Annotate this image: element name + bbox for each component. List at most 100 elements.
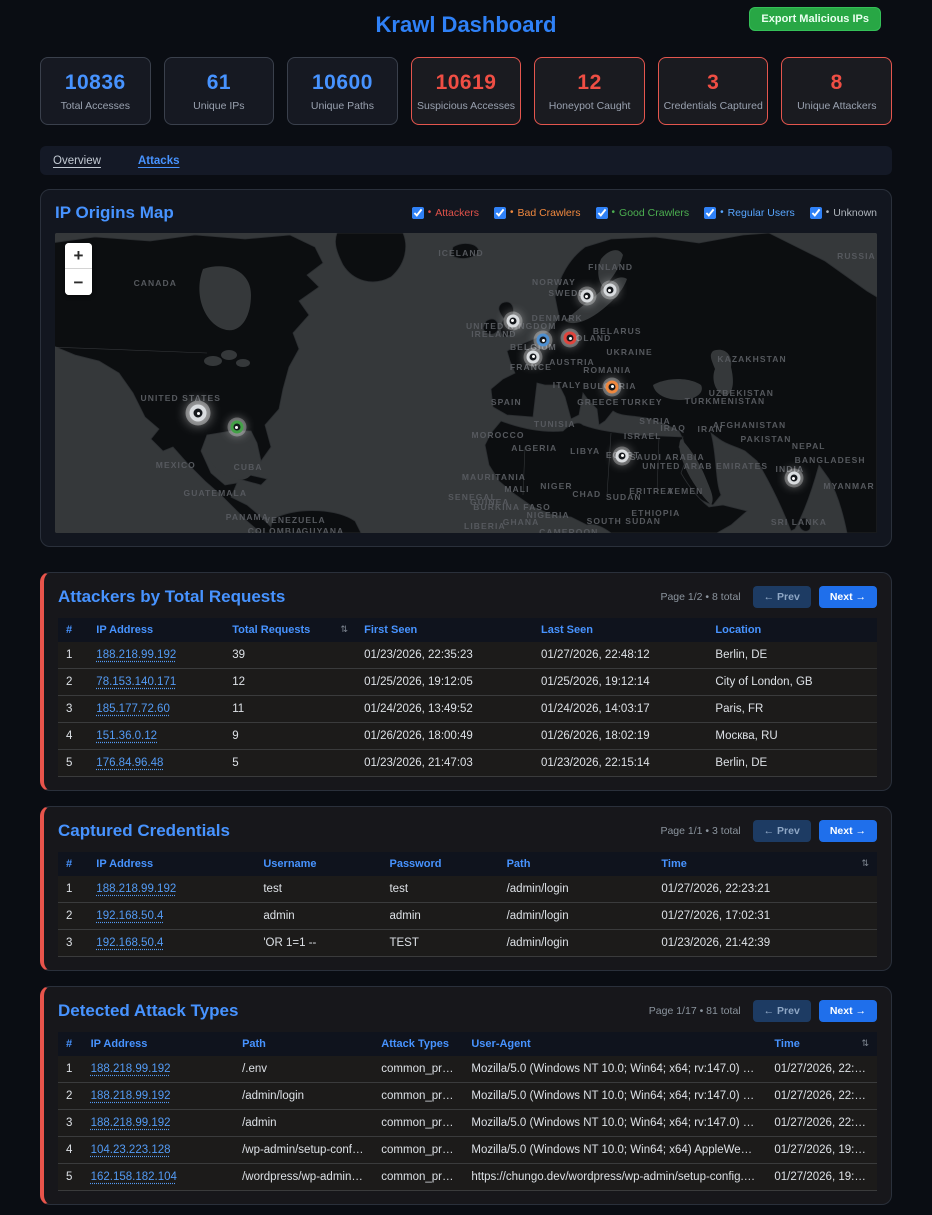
detected-attack-types-panel: Detected Attack Types Page 1/17 • 81 tot… — [40, 986, 892, 1205]
cell-: 5 — [58, 1163, 83, 1191]
cell-location: Berlin, DE — [707, 749, 877, 777]
map-marker-unknown[interactable] — [603, 283, 617, 297]
ip-link[interactable]: 185.177.72.60 — [96, 703, 170, 715]
ip-link[interactable]: 162.158.182.104 — [90, 1171, 177, 1183]
column-header-first-seen[interactable]: First Seen — [356, 618, 533, 642]
prev-page-button[interactable]: ← Prev — [752, 820, 811, 842]
cell-first-seen: 01/25/2026, 19:12:05 — [356, 668, 533, 696]
ip-link[interactable]: 176.84.96.48 — [96, 757, 164, 769]
map-title: IP Origins Map — [55, 203, 174, 222]
cell-location: Berlin, DE — [707, 642, 877, 669]
map-marker-unknown[interactable] — [189, 404, 207, 422]
legend-item-attackers[interactable]: • Attackers — [411, 207, 479, 219]
tab-attacks[interactable]: Attacks — [137, 154, 180, 167]
column-header-total-requests[interactable]: Total Requests ⇅ — [224, 618, 357, 642]
cell-: 2 — [58, 668, 89, 696]
cell-time: 01/27/2026, 22:23:21 — [766, 1082, 877, 1110]
attack-types-table: # IP Address Path Attack Types User-Agent Tim… — [58, 1032, 877, 1191]
legend-item-regular-users[interactable]: • Regular Users — [704, 207, 795, 219]
map-marker-bad-crawler[interactable] — [605, 380, 619, 394]
map-marker-unknown[interactable] — [580, 289, 594, 303]
cell-path: /admin/login — [498, 902, 654, 930]
map-marker-unknown[interactable] — [787, 471, 801, 485]
prev-page-button[interactable]: ← Prev — [752, 1000, 811, 1022]
column-header-[interactable]: # — [58, 852, 89, 876]
stat-value: 10619 — [435, 70, 497, 94]
cell-total-requests: 39 — [224, 642, 357, 669]
legend-checkbox-bad-crawlers[interactable] — [493, 207, 506, 219]
column-header-user-agent[interactable]: User-Agent — [463, 1032, 767, 1056]
map-marker-unknown[interactable] — [506, 314, 520, 328]
stat-label: Unique Paths — [310, 99, 374, 112]
column-header-username[interactable]: Username — [255, 852, 382, 876]
export-malicious-ips-button[interactable]: Export Malicious IPs — [749, 7, 881, 31]
ip-link[interactable]: 188.218.99.192 — [96, 649, 177, 661]
cell-user-agent: Mozilla/5.0 (Windows NT 10.0; Win64; x64… — [463, 1136, 767, 1164]
cell-first-seen: 01/26/2026, 18:00:49 — [356, 722, 533, 750]
stat-card-suspicious-accesses: 10619 Suspicious Accesses — [410, 57, 522, 125]
map-marker-good-crawler[interactable] — [230, 420, 244, 434]
column-header-ip-address[interactable]: IP Address — [88, 852, 256, 876]
ip-link[interactable]: 78.153.140.171 — [96, 676, 177, 688]
zoom-in-button[interactable]: + — [65, 243, 92, 269]
sort-icon[interactable]: ⇅ — [340, 624, 349, 634]
legend-item-unknown[interactable]: • Unknown — [809, 207, 877, 219]
prev-page-button[interactable]: ← Prev — [752, 586, 811, 608]
column-header-ip-address[interactable]: IP Address — [88, 618, 225, 642]
legend-label: Good Crawlers — [619, 207, 690, 219]
legend-item-good-crawlers[interactable]: • Good Crawlers — [595, 207, 690, 219]
cell-ip-address: 185.177.72.60 — [88, 695, 225, 723]
next-page-button[interactable]: Next → — [818, 820, 877, 842]
column-header-[interactable]: # — [58, 618, 89, 642]
cell-: 5 — [58, 749, 89, 777]
map-marker-unknown[interactable] — [615, 449, 629, 463]
sort-icon[interactable]: ⇅ — [861, 858, 869, 868]
sort-icon[interactable]: ⇅ — [861, 1038, 869, 1048]
pagination: Page 1/17 • 81 total ← Prev Next → — [649, 1000, 877, 1022]
column-header-time[interactable]: Time ⇅ — [653, 852, 877, 876]
ip-link[interactable]: 188.218.99.192 — [90, 1063, 171, 1075]
legend-checkbox-unknown[interactable] — [809, 207, 822, 219]
column-header-location[interactable]: Location — [707, 618, 877, 642]
column-header-password[interactable]: Password — [381, 852, 499, 876]
ip-link[interactable]: 188.218.99.192 — [96, 883, 177, 895]
legend-checkbox-regular-users[interactable] — [704, 207, 717, 219]
cell-ip-address: 151.36.0.12 — [88, 722, 225, 750]
map-marker-regular-user[interactable] — [536, 333, 550, 347]
ip-link[interactable]: 151.36.0.12 — [96, 730, 158, 742]
tab-overview[interactable]: Overview — [53, 154, 101, 167]
next-page-button[interactable]: Next → — [818, 586, 877, 608]
ip-link[interactable]: 192.168.50.4 — [96, 937, 164, 949]
cell-total-requests: 9 — [224, 722, 357, 750]
cell-: 2 — [58, 1082, 83, 1110]
zoom-out-button[interactable]: − — [65, 269, 92, 295]
cell-total-requests: 5 — [224, 749, 357, 777]
column-header-last-seen[interactable]: Last Seen — [532, 618, 708, 642]
cell-location: Москва, RU — [707, 722, 877, 750]
map-marker-unknown[interactable] — [526, 350, 540, 364]
world-map[interactable]: CANADA UNITED STATES MEXICO CUBA GUATEMALA PA… — [55, 233, 877, 533]
next-page-button[interactable]: Next → — [818, 1000, 877, 1022]
column-header-ip-address[interactable]: IP Address — [82, 1032, 235, 1056]
cell-ip-address: 188.218.99.192 — [88, 642, 225, 669]
cell-ip-address: 78.153.140.171 — [88, 668, 225, 696]
ip-link[interactable]: 188.218.99.192 — [90, 1090, 171, 1102]
cell-: 4 — [58, 1136, 83, 1164]
column-header-path[interactable]: Path — [498, 852, 654, 876]
cell-first-seen: 01/23/2026, 21:47:03 — [356, 749, 533, 777]
column-header-[interactable]: # — [58, 1032, 83, 1056]
map-marker-attacker[interactable] — [563, 331, 577, 345]
column-header-attack-types[interactable]: Attack Types — [373, 1032, 464, 1056]
column-header-time[interactable]: Time ⇅ — [766, 1032, 877, 1056]
ip-link[interactable]: 188.218.99.192 — [90, 1117, 171, 1129]
ip-link[interactable]: 192.168.50.4 — [96, 910, 164, 922]
cell-path: /wordpress/wp-admin/setup-config.php — [234, 1163, 374, 1191]
cell-: 3 — [58, 929, 89, 957]
column-header-path[interactable]: Path — [234, 1032, 374, 1056]
legend-checkbox-attackers[interactable] — [411, 207, 424, 219]
ip-origins-map-panel: IP Origins Map • Attackers • Bad Crawlers • G… — [40, 189, 892, 547]
legend-item-bad-crawlers[interactable]: • Bad Crawlers — [493, 207, 581, 219]
ip-link[interactable]: 104.23.223.128 — [90, 1144, 171, 1156]
legend-checkbox-good-crawlers[interactable] — [595, 207, 608, 219]
table-row: 1 188.218.99.192 39 01/23/2026, 22:35:23 01/… — [58, 642, 877, 669]
